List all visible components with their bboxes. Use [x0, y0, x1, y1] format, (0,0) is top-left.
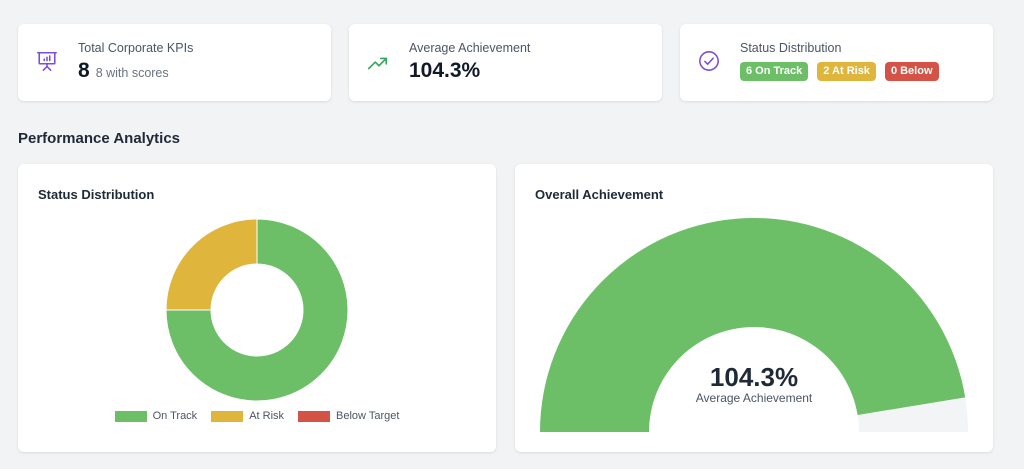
section-title: Performance Analytics — [18, 130, 181, 147]
kpi-value: 8 — [78, 59, 90, 82]
trending-up-icon — [368, 57, 388, 70]
achievement-gauge-chart — [540, 218, 968, 432]
legend-swatch — [114, 410, 147, 422]
kpi-label: Average Achievement — [409, 41, 531, 55]
status-distribution-panel: Status Distribution On Track At Risk Bel… — [18, 164, 496, 452]
donut-slice-on-track[interactable] — [165, 218, 349, 402]
presentation-chart-icon — [37, 51, 57, 71]
kpi-label: Status Distribution — [740, 41, 842, 55]
status-badges: 6 On Track 2 At Risk 0 Below — [740, 62, 939, 81]
kpi-subtext: 8 with scores — [95, 66, 169, 80]
gauge-fill — [540, 218, 966, 432]
kpi-card-status: Status Distribution 6 On Track 2 At Risk… — [680, 24, 993, 101]
chart-legend: On Track At Risk Below Target — [18, 410, 496, 422]
panel-title: Status Distribution — [38, 187, 155, 202]
kpi-card-average: Average Achievement 104.3% — [349, 24, 662, 101]
legend-item-below-target[interactable]: Below Target — [298, 410, 399, 422]
legend-label: On Track — [152, 410, 198, 422]
legend-swatch — [211, 410, 244, 422]
status-donut-chart — [165, 218, 349, 402]
legend-label: At Risk — [249, 410, 285, 422]
status-badge-on-track: 6 On Track — [740, 62, 809, 81]
panel-title: Overall Achievement — [535, 187, 664, 202]
legend-label: Below Target — [336, 410, 400, 422]
donut-slice-at-risk[interactable] — [165, 218, 258, 311]
kpi-value: 104.3% — [409, 59, 481, 82]
check-circle-icon — [699, 51, 719, 71]
status-badge-at-risk: 2 At Risk — [817, 62, 876, 81]
legend-item-at-risk[interactable]: At Risk — [211, 410, 284, 422]
kpi-label: Total Corporate KPIs — [78, 41, 194, 55]
kpi-card-total: Total Corporate KPIs 8 8 with scores — [18, 24, 331, 101]
status-badge-below: 0 Below — [884, 62, 939, 81]
legend-item-on-track[interactable]: On Track — [114, 410, 198, 422]
overall-achievement-panel: Overall Achievement 104.3% Average Achie… — [515, 164, 993, 452]
legend-swatch — [298, 410, 331, 422]
